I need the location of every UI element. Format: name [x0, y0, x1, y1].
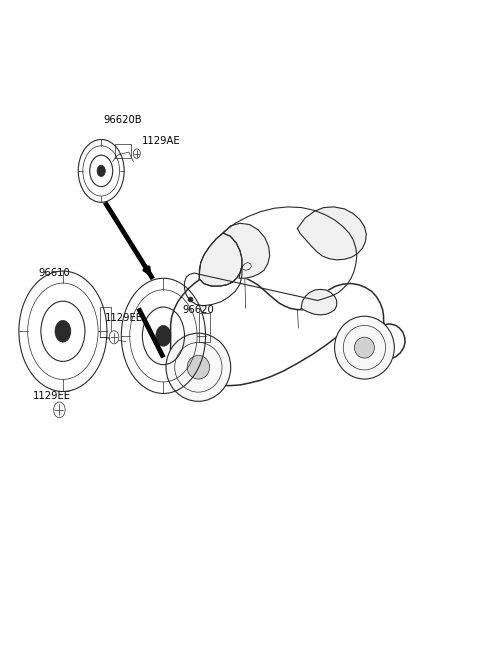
Circle shape: [55, 320, 71, 342]
Text: 96620B: 96620B: [104, 115, 142, 125]
Circle shape: [54, 402, 65, 418]
Polygon shape: [223, 223, 270, 278]
Polygon shape: [298, 207, 366, 260]
Polygon shape: [301, 289, 336, 315]
Circle shape: [109, 331, 119, 344]
Text: 96610: 96610: [38, 268, 70, 278]
Ellipse shape: [187, 356, 210, 379]
Text: 1129EE: 1129EE: [33, 392, 71, 401]
Ellipse shape: [166, 333, 231, 401]
Circle shape: [156, 325, 171, 346]
Text: 96620: 96620: [182, 305, 214, 315]
Ellipse shape: [355, 337, 374, 358]
Circle shape: [133, 149, 140, 158]
Polygon shape: [199, 233, 242, 286]
Text: 1129EE: 1129EE: [105, 313, 143, 323]
Text: 1129AE: 1129AE: [142, 136, 180, 146]
Circle shape: [97, 165, 105, 176]
Ellipse shape: [335, 316, 394, 379]
